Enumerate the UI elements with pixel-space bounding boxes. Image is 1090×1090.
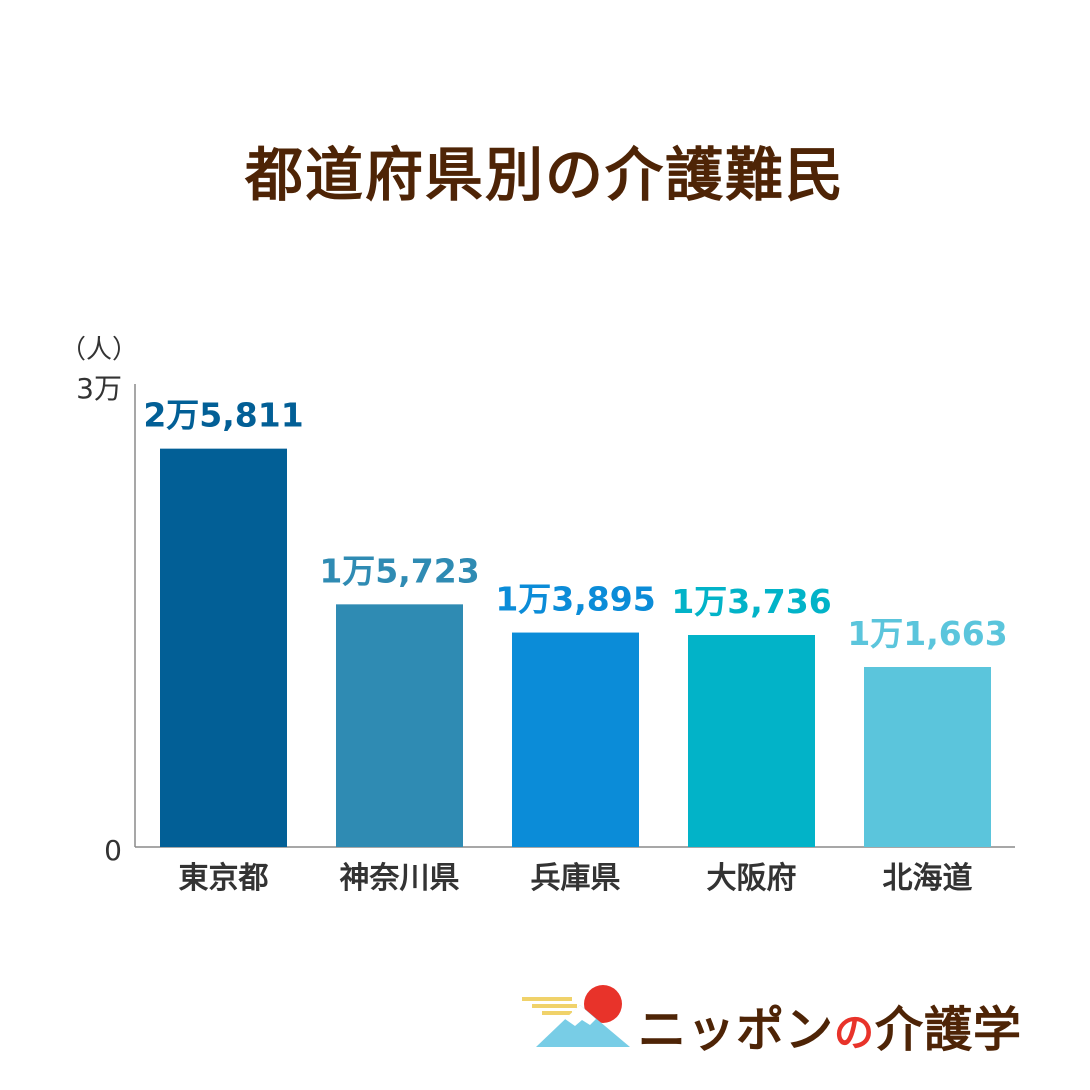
rising-sun-shape [584,985,622,1023]
category-label-5: 北海道 [883,861,973,896]
category-label-3: 兵庫県 [531,861,621,896]
brand-name-part1: ニッポン [638,1002,835,1058]
brand-name-part3: 介護学 [875,1002,1023,1058]
cloud-line-shape [542,1011,572,1015]
bar-4 [688,635,815,847]
cloud-line-shape [522,997,572,1001]
bar-value-label-3: 1万3,895 [495,580,655,619]
brand-name-part2: の [834,1010,876,1056]
y-tick-label-max: 3万 [76,372,122,405]
bar-5 [864,667,991,847]
brand-logo-mark [522,985,630,1047]
chart-title: 都道府県別の介護難民 [244,141,845,209]
unit-label: （人） [60,335,138,365]
mountain-shape [536,1005,630,1047]
snowcap-shape [565,1005,596,1026]
brand-wordmark: ニッポンの介護学 [638,990,1022,1060]
category-label-1: 東京都 [179,861,269,896]
bar-2 [336,604,463,847]
bar-1 [160,448,287,847]
category-label-4: 大阪府 [707,861,797,896]
bar-3 [512,632,639,847]
category-label-2: 神奈川県 [340,861,460,896]
bar-value-label-4: 1万3,736 [671,582,831,621]
y-tick-label-zero: 0 [104,834,122,867]
bar-value-label-2: 1万5,723 [319,551,479,590]
bar-value-label-1: 2万5,811 [143,396,303,435]
bar-value-label-5: 1万1,663 [847,614,1007,653]
cloud-line-shape [532,1004,577,1008]
